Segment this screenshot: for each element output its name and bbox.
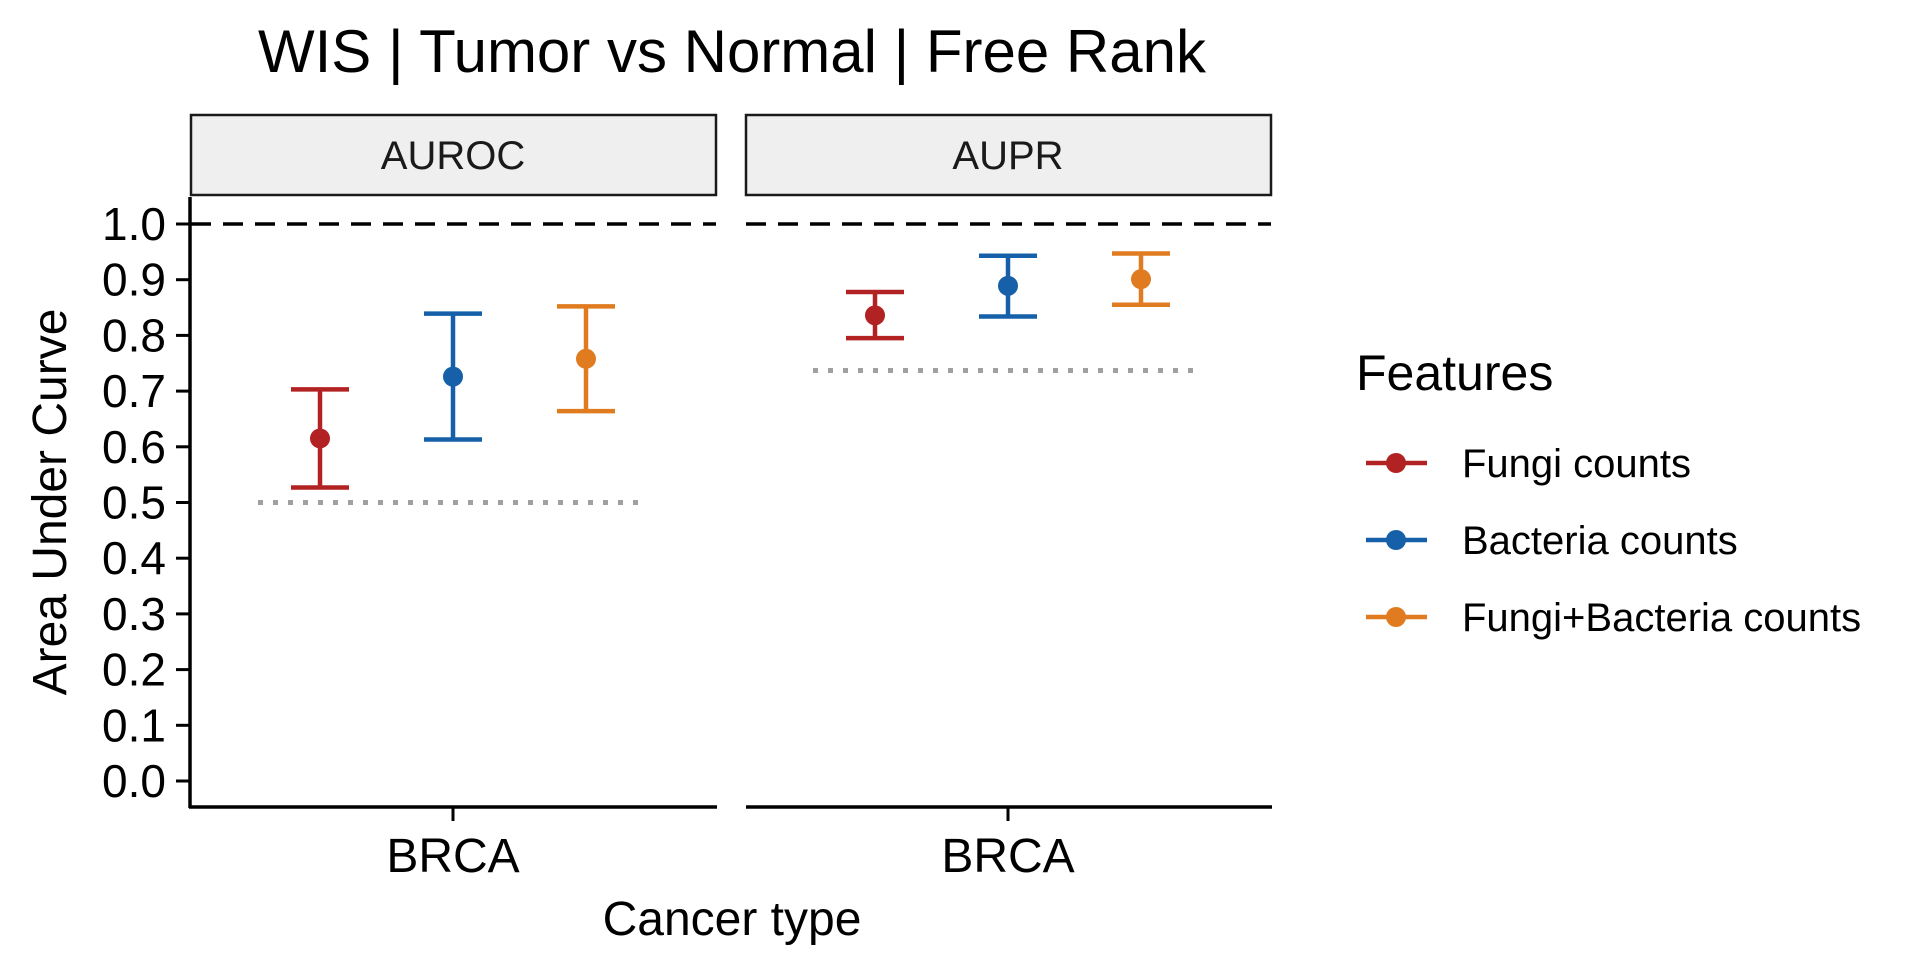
legend-key-point [1386,607,1406,627]
legend-item: Bacteria counts [1366,519,1738,563]
y-axis-title: Area Under Curve [24,309,77,696]
y-tick-label: 0.5 [102,477,166,529]
errorbar-point [865,305,885,326]
errorbar-point [1131,269,1151,290]
errorbar-fungi-counts [291,387,349,490]
legend-label: Fungi counts [1462,442,1691,486]
x-axis-title: Cancer type [603,893,862,946]
errorbar-fungi-bacteria-counts [557,304,615,414]
strip-auroc-label: AUROC [381,134,525,178]
legend-label: Bacteria counts [1462,519,1738,563]
legend-key-point [1386,530,1406,550]
y-tick-label: 0.1 [102,699,166,751]
strip-aupr [744,113,1273,197]
errorbar-fungi-bacteria-counts [1112,251,1170,308]
errorbar-point [443,366,463,387]
y-tick-label: 0.4 [102,532,166,584]
errorbar-point [576,348,596,369]
panel-auroc [191,222,716,505]
x-tick-label-aupr: BRCA [941,830,1074,883]
x-tick-label-auroc: BRCA [386,830,519,883]
y-ticks: 0.00.10.20.30.40.50.60.70.80.91.0 [102,198,190,807]
y-tick-label: 0.0 [102,755,166,807]
errorbar-point [998,275,1018,296]
strip-auroc [189,113,718,197]
panel-aupr [746,222,1271,373]
legend: Fungi counts Bacteria counts Fungi+Bacteri… [1366,442,1861,640]
y-tick-label: 0.2 [102,644,166,696]
y-tick-label: 0.3 [102,588,166,640]
y-tick-label: 0.9 [102,254,166,306]
y-tick-label: 0.8 [102,309,166,361]
errorbar-bacteria-counts [424,311,482,442]
legend-title: Features [1356,345,1553,401]
errorbar-fungi-counts [846,289,904,341]
y-tick-label: 0.6 [102,421,166,473]
legend-item: Fungi counts [1366,442,1691,486]
y-tick-label: 1.0 [102,198,166,250]
legend-label: Fungi+Bacteria counts [1462,596,1861,640]
y-tick-label: 0.7 [102,365,166,417]
strip-aupr-label: AUPR [952,134,1063,178]
legend-key-point [1386,453,1406,473]
legend-item: Fungi+Bacteria counts [1366,596,1861,640]
chart-title: WIS | Tumor vs Normal | Free Rank [258,18,1207,85]
errorbar-point [310,428,330,449]
errorbar-bacteria-counts [979,253,1037,319]
